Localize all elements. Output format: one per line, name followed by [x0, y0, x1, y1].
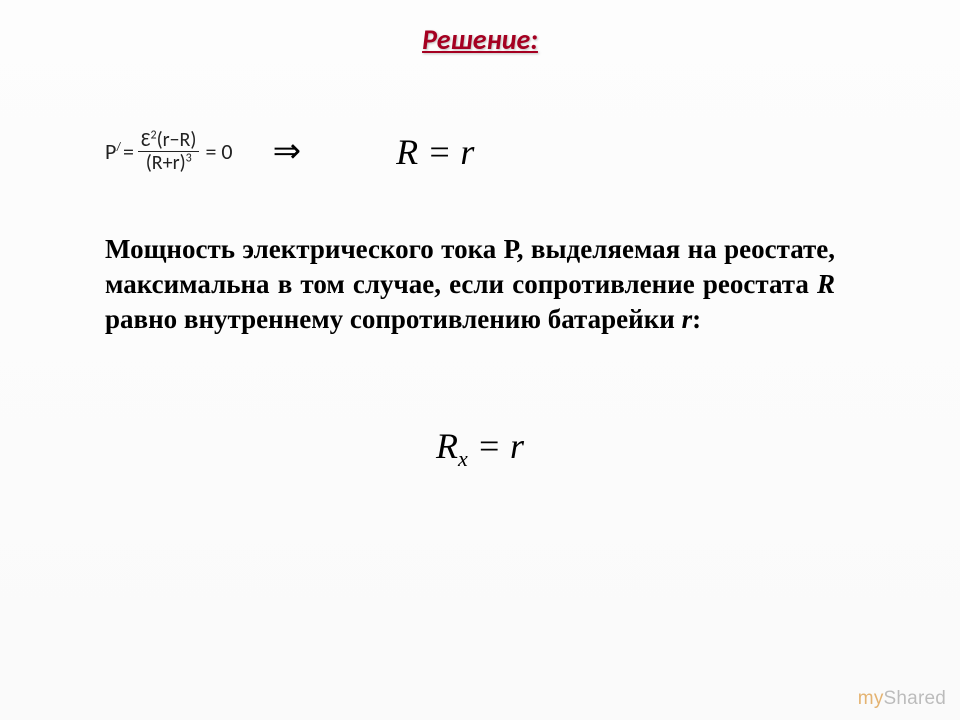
final-eq-r: = r — [468, 426, 524, 466]
body-text-3: : — [692, 304, 701, 334]
eq1-rhs: = 0 — [205, 138, 232, 165]
derivative-equation: P/ = Ɛ2(r−R) (R+r)3 = 0 — [105, 130, 233, 173]
explanation-paragraph: Мощность электрического тока Р, выделяем… — [105, 232, 835, 337]
eq1-num-paren: (r−R) — [157, 128, 197, 152]
result-equation: R = r — [341, 131, 474, 173]
implies-arrow: ⇒ — [273, 135, 302, 169]
eq1-den-exp: 3 — [186, 151, 192, 165]
eq1-den-paren: (R+r) — [146, 151, 186, 175]
watermark: myShared — [858, 688, 946, 710]
eq1-P: P — [105, 138, 116, 165]
body-text-2: равно внутреннему сопротивлению батарейк… — [105, 304, 682, 334]
page-title: Решение: — [422, 22, 538, 57]
eq1-numerator: Ɛ2(r−R) — [138, 130, 200, 152]
wm-brand: my — [858, 688, 884, 709]
equation-row: P/ = Ɛ2(r−R) (R+r)3 = 0 ⇒ R = r — [105, 130, 474, 173]
eq1-lhs: P/ — [105, 138, 121, 165]
wm-post: Shared — [884, 688, 946, 709]
eq1-fraction: Ɛ2(r−R) (R+r)3 — [138, 130, 200, 173]
eq1-denominator: (R+r)3 — [143, 152, 195, 173]
final-R: R — [436, 426, 458, 466]
body-var-r: r — [682, 304, 693, 334]
body-text-1: Мощность электрического тока Р, выделяем… — [105, 234, 835, 299]
final-equation: Rx = r — [436, 425, 524, 467]
eq1-equals: = — [123, 138, 134, 165]
final-sub-x: x — [458, 446, 468, 471]
body-var-R: R — [817, 269, 835, 299]
eq1-prime: / — [116, 141, 121, 155]
